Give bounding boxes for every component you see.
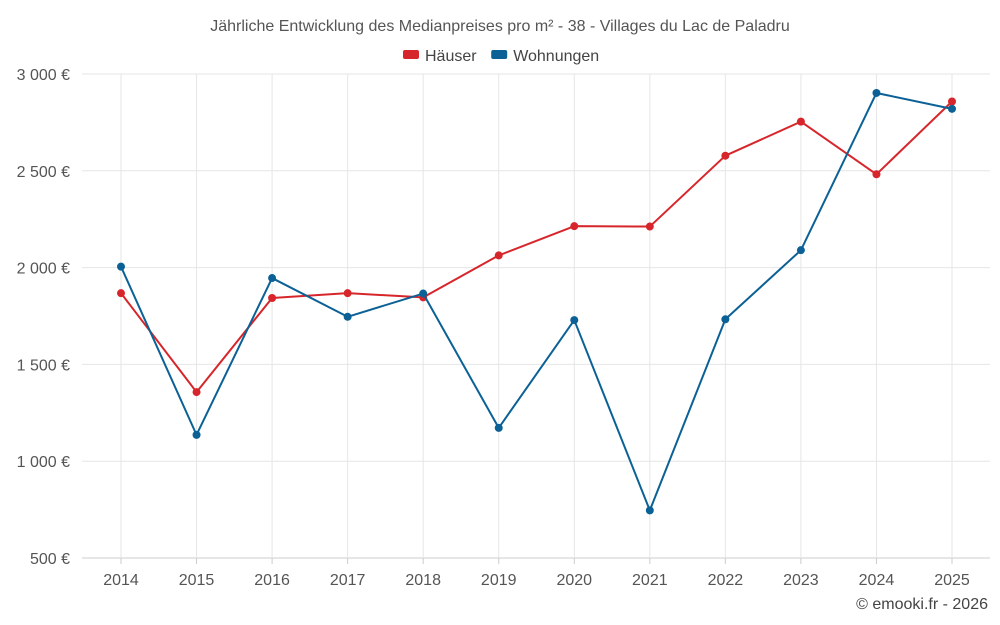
series-line: [120, 100, 953, 394]
x-axis: 2014 2015 2016 2017 2018 2019 2020 2021 2022 2023…: [103, 558, 970, 589]
y-tick-label: 1 000 €: [17, 454, 70, 471]
y-tick-label: 3 000 €: [17, 67, 70, 84]
data-point[interactable]: [721, 315, 730, 324]
chart-title: Jährliche Entwicklung des Medianpreises …: [210, 18, 790, 35]
y-tick-label: 2 500 €: [17, 164, 70, 181]
x-tick-label: 2014: [103, 572, 139, 589]
x-tick-label: 2019: [481, 572, 517, 589]
x-tick-label: 2025: [934, 572, 970, 589]
series-line: [120, 91, 953, 512]
grid: [82, 73, 990, 559]
data-point[interactable]: [872, 170, 881, 179]
y-tick-label: 1 500 €: [17, 357, 70, 374]
data-point[interactable]: [494, 423, 503, 432]
data-point[interactable]: [570, 222, 579, 231]
x-tick-label: 2015: [179, 572, 215, 589]
x-tick-label: 2024: [859, 572, 895, 589]
data-point[interactable]: [570, 316, 579, 325]
y-tick-label: 2 000 €: [17, 261, 70, 278]
data-point[interactable]: [117, 289, 125, 298]
x-tick-label: 2018: [405, 572, 441, 589]
x-tick-label: 2017: [330, 572, 366, 589]
credit-text: © emooki.fr - 2026: [856, 596, 988, 613]
data-point[interactable]: [343, 312, 352, 321]
data-point[interactable]: [645, 506, 654, 515]
data-point[interactable]: [268, 293, 277, 302]
data-point[interactable]: [117, 262, 125, 271]
x-tick-label: 2016: [254, 572, 290, 589]
series-layer: [117, 88, 956, 515]
data-point[interactable]: [494, 251, 503, 260]
x-tick-label: 2021: [632, 572, 668, 589]
data-point[interactable]: [419, 289, 428, 298]
data-point[interactable]: [872, 88, 881, 97]
legend: Häuser Wohnungen: [403, 48, 599, 65]
legend-label: Wohnungen: [513, 48, 599, 65]
legend-swatch: [491, 50, 508, 59]
data-point[interactable]: [796, 246, 805, 255]
data-point[interactable]: [948, 104, 956, 113]
y-axis: 500 € 1 000 € 1 500 € 2 000 € 2 500 € 3 000 €: [17, 67, 70, 568]
data-point[interactable]: [796, 117, 805, 126]
data-point[interactable]: [268, 274, 277, 283]
data-point[interactable]: [343, 289, 352, 298]
series-häuser: [117, 97, 956, 397]
legend-item-wohnungen[interactable]: Wohnungen: [491, 48, 599, 65]
data-point[interactable]: [192, 388, 201, 397]
legend-label: Häuser: [425, 48, 477, 65]
data-point[interactable]: [948, 97, 956, 106]
data-point[interactable]: [721, 151, 730, 160]
legend-swatch: [403, 50, 419, 59]
legend-item-häuser[interactable]: Häuser: [403, 48, 477, 65]
series-wohnungen: [117, 88, 956, 515]
x-tick-label: 2023: [783, 572, 819, 589]
data-point[interactable]: [192, 430, 201, 439]
y-tick-label: 500 €: [30, 551, 70, 568]
x-tick-label: 2022: [708, 572, 744, 589]
data-point[interactable]: [645, 222, 654, 231]
x-tick-label: 2020: [556, 572, 592, 589]
